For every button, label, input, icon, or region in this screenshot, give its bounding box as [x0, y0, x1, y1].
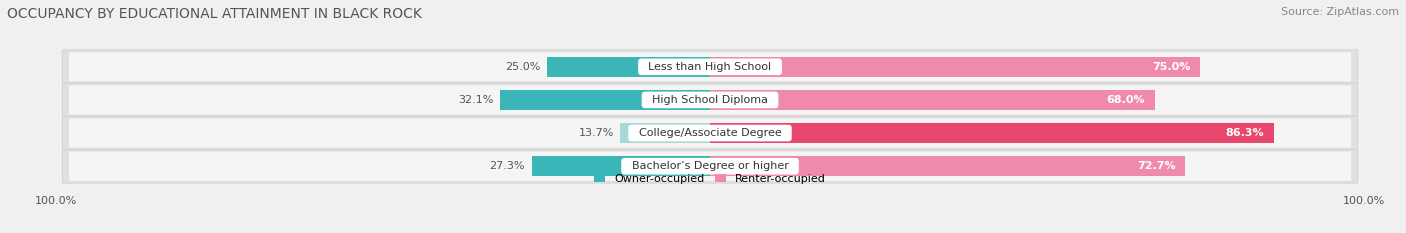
Text: 32.1%: 32.1%: [458, 95, 494, 105]
FancyBboxPatch shape: [62, 50, 1358, 84]
Bar: [710, 90, 1154, 110]
Text: 68.0%: 68.0%: [1107, 95, 1144, 105]
Bar: [531, 156, 710, 176]
Text: 75.0%: 75.0%: [1152, 62, 1191, 72]
FancyBboxPatch shape: [69, 152, 1351, 181]
Text: Bachelor’s Degree or higher: Bachelor’s Degree or higher: [624, 161, 796, 171]
Text: High School Diploma: High School Diploma: [645, 95, 775, 105]
Bar: [620, 123, 710, 143]
Legend: Owner-occupied, Renter-occupied: Owner-occupied, Renter-occupied: [589, 169, 831, 188]
FancyBboxPatch shape: [69, 119, 1351, 148]
FancyBboxPatch shape: [62, 116, 1358, 150]
Text: Source: ZipAtlas.com: Source: ZipAtlas.com: [1281, 7, 1399, 17]
FancyBboxPatch shape: [62, 83, 1358, 117]
Text: 86.3%: 86.3%: [1226, 128, 1264, 138]
Text: OCCUPANCY BY EDUCATIONAL ATTAINMENT IN BLACK ROCK: OCCUPANCY BY EDUCATIONAL ATTAINMENT IN B…: [7, 7, 422, 21]
Bar: [501, 90, 710, 110]
Bar: [547, 57, 710, 77]
FancyBboxPatch shape: [69, 52, 1351, 81]
Bar: [710, 156, 1185, 176]
Bar: [710, 123, 1274, 143]
Text: Less than High School: Less than High School: [641, 62, 779, 72]
FancyBboxPatch shape: [69, 85, 1351, 114]
Text: 27.3%: 27.3%: [489, 161, 524, 171]
Text: 25.0%: 25.0%: [505, 62, 540, 72]
FancyBboxPatch shape: [62, 149, 1358, 183]
Text: 13.7%: 13.7%: [578, 128, 614, 138]
Text: 72.7%: 72.7%: [1137, 161, 1175, 171]
Text: College/Associate Degree: College/Associate Degree: [631, 128, 789, 138]
Bar: [710, 57, 1201, 77]
